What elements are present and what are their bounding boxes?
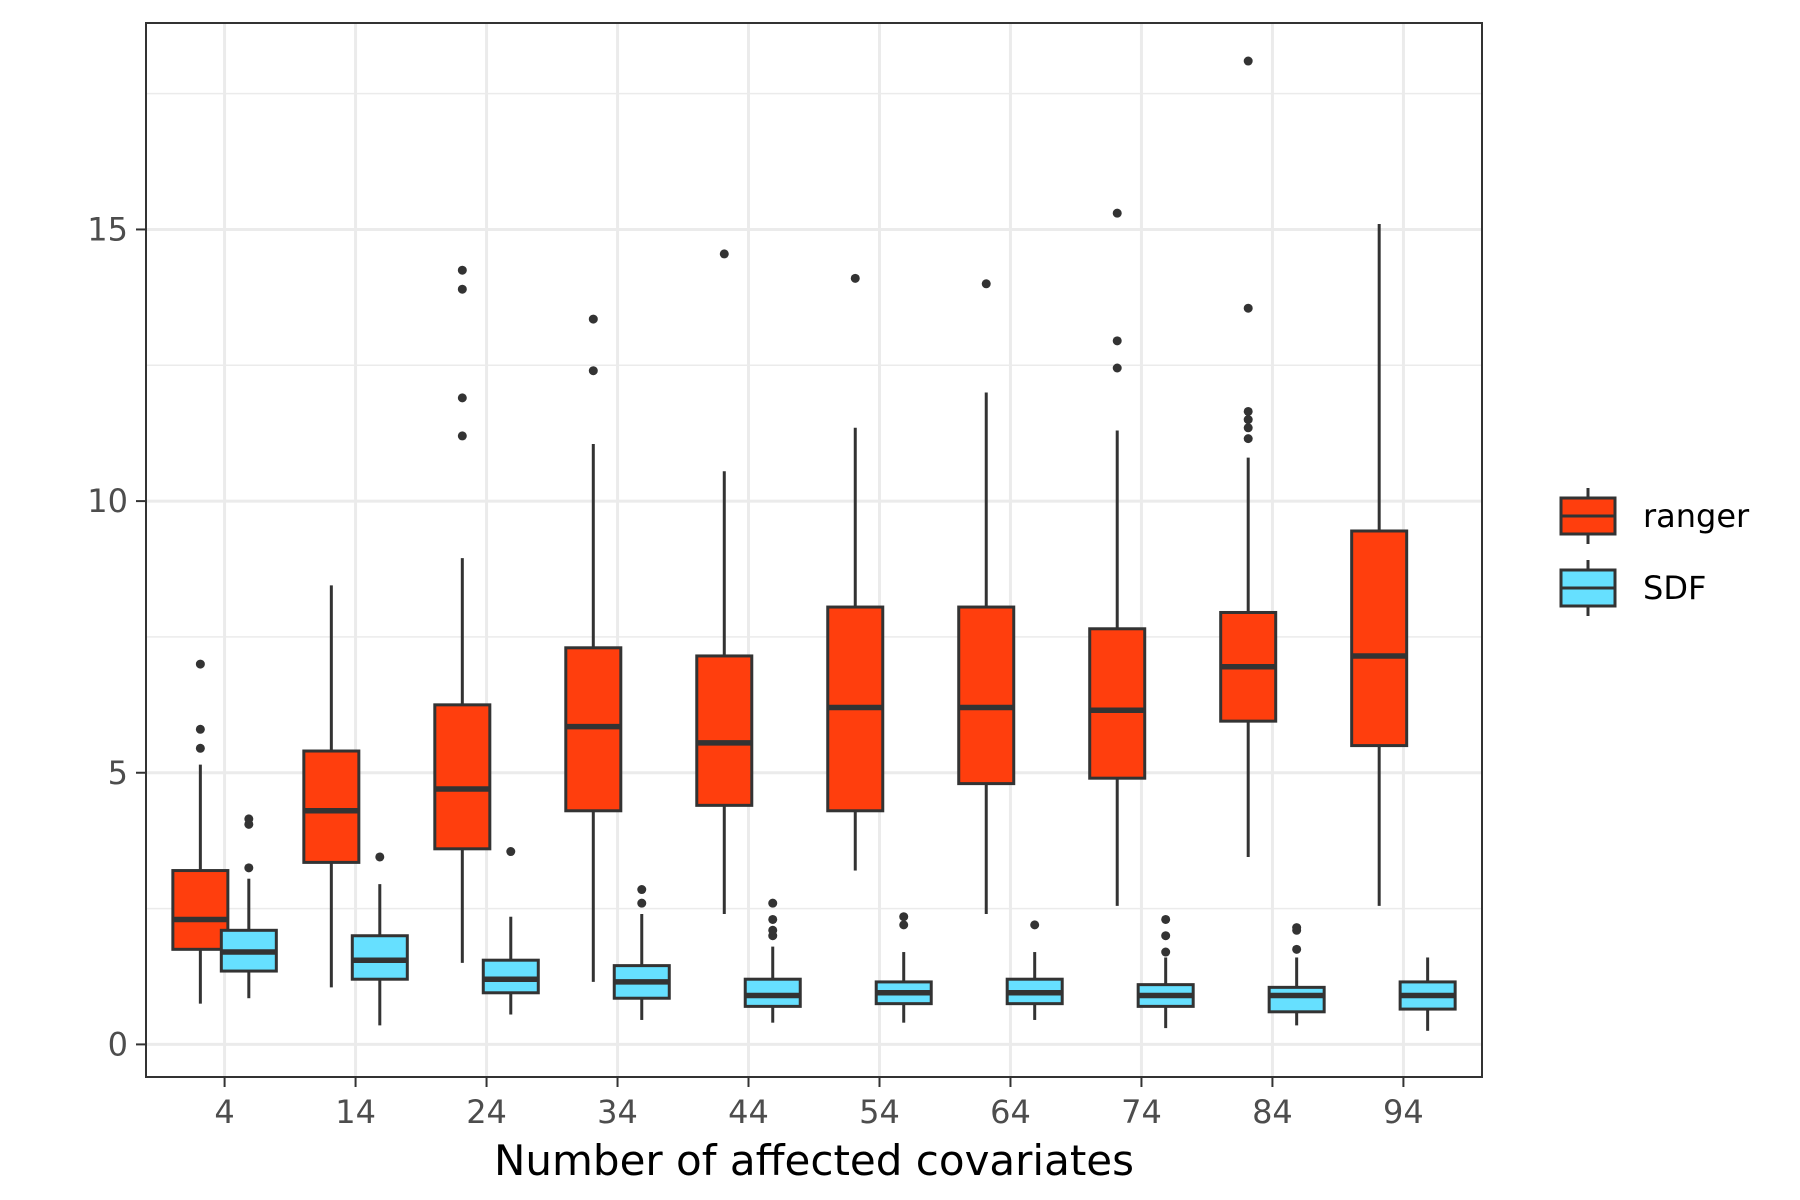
outlier-point [1161, 914, 1171, 924]
outlier-point [899, 912, 909, 922]
outlier-point [1161, 947, 1171, 957]
box-series [171, 56, 1457, 1031]
outlier-point [244, 814, 254, 824]
x-tick-label: 24 [466, 1093, 507, 1131]
outlier-point [1112, 336, 1122, 346]
legend: ranger SDF [1559, 488, 1750, 616]
outlier-point [768, 914, 778, 924]
sdf-box-54 [874, 912, 933, 1023]
x-tick-label: 94 [1383, 1093, 1424, 1131]
outlier-point [1161, 931, 1171, 941]
sdf-box-44 [743, 898, 802, 1023]
ranger-box-14 [302, 585, 361, 988]
plot-border [145, 22, 1483, 1078]
box-iqr [1350, 529, 1409, 748]
ranger-box-84 [1219, 56, 1278, 857]
sdf-box-34 [612, 885, 671, 1020]
sdf-box-4 [219, 814, 278, 999]
outlier-point [588, 366, 598, 376]
legend-key-sdf [1559, 560, 1617, 616]
box-iqr [171, 869, 230, 951]
outlier-point [1030, 920, 1040, 930]
x-tick-label: 64 [990, 1093, 1031, 1131]
sdf-box-94 [1398, 957, 1457, 1031]
x-tick-label: 74 [1121, 1093, 1162, 1131]
outlier-point [899, 920, 909, 930]
x-tick-label: 84 [1252, 1093, 1293, 1131]
sdf-box-64 [1005, 920, 1064, 1020]
box-iqr [433, 703, 492, 851]
outlier-point [981, 279, 991, 289]
outlier-point [457, 393, 467, 403]
outlier-point [1243, 56, 1253, 66]
outlier-point [637, 898, 647, 908]
y-tick-label: 5 [108, 754, 128, 792]
ranger-box-44 [695, 249, 754, 915]
outlier-point [1112, 208, 1122, 218]
outlier-point [637, 885, 647, 895]
x-tick-label: 44 [728, 1093, 769, 1131]
outlier-point [1243, 303, 1253, 313]
outlier-point [457, 265, 467, 275]
outlier-point [195, 659, 205, 669]
outlier-point [457, 431, 467, 441]
y-tick-label: 0 [108, 1025, 128, 1063]
sdf-box-14 [350, 852, 409, 1026]
outlier-point [588, 314, 598, 324]
outlier-point [1243, 434, 1253, 444]
x-tick-label: 54 [859, 1093, 900, 1131]
ranger-box-4 [171, 659, 230, 1004]
box-iqr [1267, 985, 1326, 1014]
sdf-box-84 [1267, 923, 1326, 1026]
x-tick-label: 14 [335, 1093, 376, 1131]
outlier-point [375, 852, 385, 862]
ranger-box-34 [564, 314, 623, 982]
outlier-point [719, 249, 729, 259]
outlier-point [1292, 923, 1302, 933]
outlier-point [244, 863, 254, 873]
ranger-box-94 [1350, 224, 1409, 906]
outlier-point [850, 273, 860, 283]
outlier-point [1112, 363, 1122, 373]
x-axis: 4 14 24 34 44 54 64 74 84 94 [214, 1077, 1424, 1131]
x-tick-label: 4 [214, 1093, 234, 1131]
legend-label: ranger [1643, 497, 1750, 535]
y-tick-label: 10 [87, 482, 128, 520]
sdf-box-74 [1136, 914, 1195, 1029]
plot-panel [146, 23, 1482, 1077]
x-axis-title: Number of affected covariates [494, 1136, 1134, 1185]
box-iqr [957, 605, 1016, 786]
y-tick-label: 15 [87, 210, 128, 248]
outlier-point [1243, 406, 1253, 416]
outlier-point [506, 847, 516, 857]
outlier-point [195, 743, 205, 753]
ranger-box-74 [1088, 208, 1147, 906]
box-iqr [302, 749, 361, 864]
box-iqr [1088, 627, 1147, 780]
sdf-box-24 [481, 847, 540, 1015]
outlier-point [768, 925, 778, 935]
x-tick-label: 34 [597, 1093, 638, 1131]
legend-key-ranger [1559, 488, 1617, 544]
ranger-box-64 [957, 279, 1016, 915]
outlier-point [1243, 423, 1253, 433]
ranger-box-54 [826, 273, 885, 871]
y-axis: 0 5 10 15 [87, 210, 146, 1063]
outlier-point [1292, 944, 1302, 954]
box-iqr [695, 654, 754, 807]
outlier-point [768, 898, 778, 908]
legend-label: SDF [1643, 569, 1706, 607]
outlier-point [457, 284, 467, 294]
ranger-box-24 [433, 265, 492, 963]
outlier-point [195, 724, 205, 734]
outlier-point [1243, 415, 1253, 425]
